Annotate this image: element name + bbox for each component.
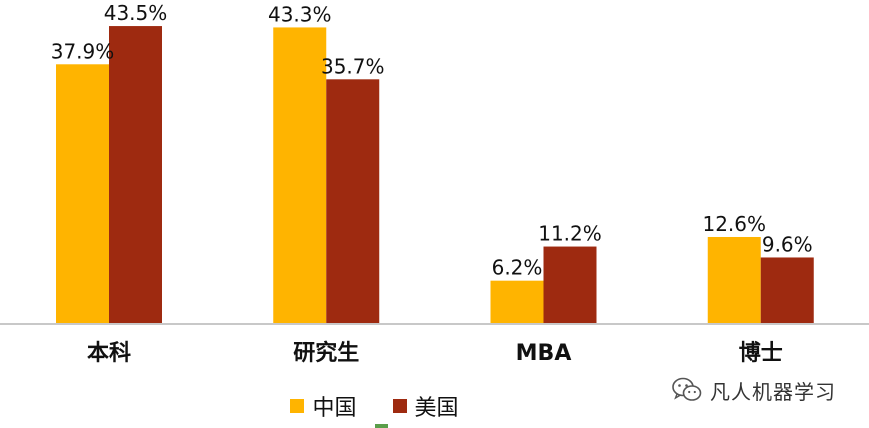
value-labels-group: 37.9% 43.5% 43.3% 35.7% 6.2% 11.2% 12.6%9.6% [51, 1, 813, 280]
legend-swatch-usa [392, 399, 407, 413]
bar-usa-0 [109, 26, 162, 324]
legend-label-usa: 美国 [414, 396, 459, 421]
category-label-1: 研究生 [293, 340, 359, 366]
category-label-3: 博士 [739, 340, 783, 366]
bar-china-3 [707, 236, 761, 323]
legend-swatch-china [290, 399, 305, 413]
value-label-usa-0: 43.5% [104, 1, 168, 25]
bar-usa-3 [760, 257, 814, 323]
bar-china-0 [56, 64, 109, 323]
bar-usa-2 [543, 246, 597, 323]
value-label-china-3: 12.6% [702, 212, 766, 236]
legend-label-china: 中国 [312, 396, 357, 421]
value-label-usa-1: 35.7% [321, 54, 385, 78]
bar-chart: 37.9% 43.5% 43.3% 35.7% 6.2% 11.2% 12.6%9.6% 本… [0, 1, 869, 366]
value-label-usa-2: 11.2% [538, 222, 602, 246]
category-labels-group: 本科 研究生 MBA 博士 [87, 340, 783, 366]
bottom-border [0, 424, 869, 428]
legend-item-china: 中国 [290, 390, 357, 422]
value-label-usa-3: 9.6% [762, 232, 813, 256]
watermark: 凡人机器学习 [672, 374, 836, 406]
value-label-china-1: 43.3% [268, 2, 332, 26]
wechat-icon [672, 377, 702, 401]
bars-group [56, 26, 814, 324]
value-label-china-0: 37.9% [51, 39, 115, 63]
legend-item-usa: 美国 [392, 390, 459, 422]
category-label-0: 本科 [87, 341, 131, 366]
legend: 中国 美国 [0, 386, 869, 426]
bar-usa-1 [326, 79, 380, 324]
bar-china-1 [273, 27, 327, 324]
category-label-2: MBA [516, 341, 572, 366]
value-label-china-2: 6.2% [492, 256, 543, 280]
watermark-text: 凡人机器学习 [710, 379, 836, 404]
bar-china-2 [490, 280, 544, 323]
